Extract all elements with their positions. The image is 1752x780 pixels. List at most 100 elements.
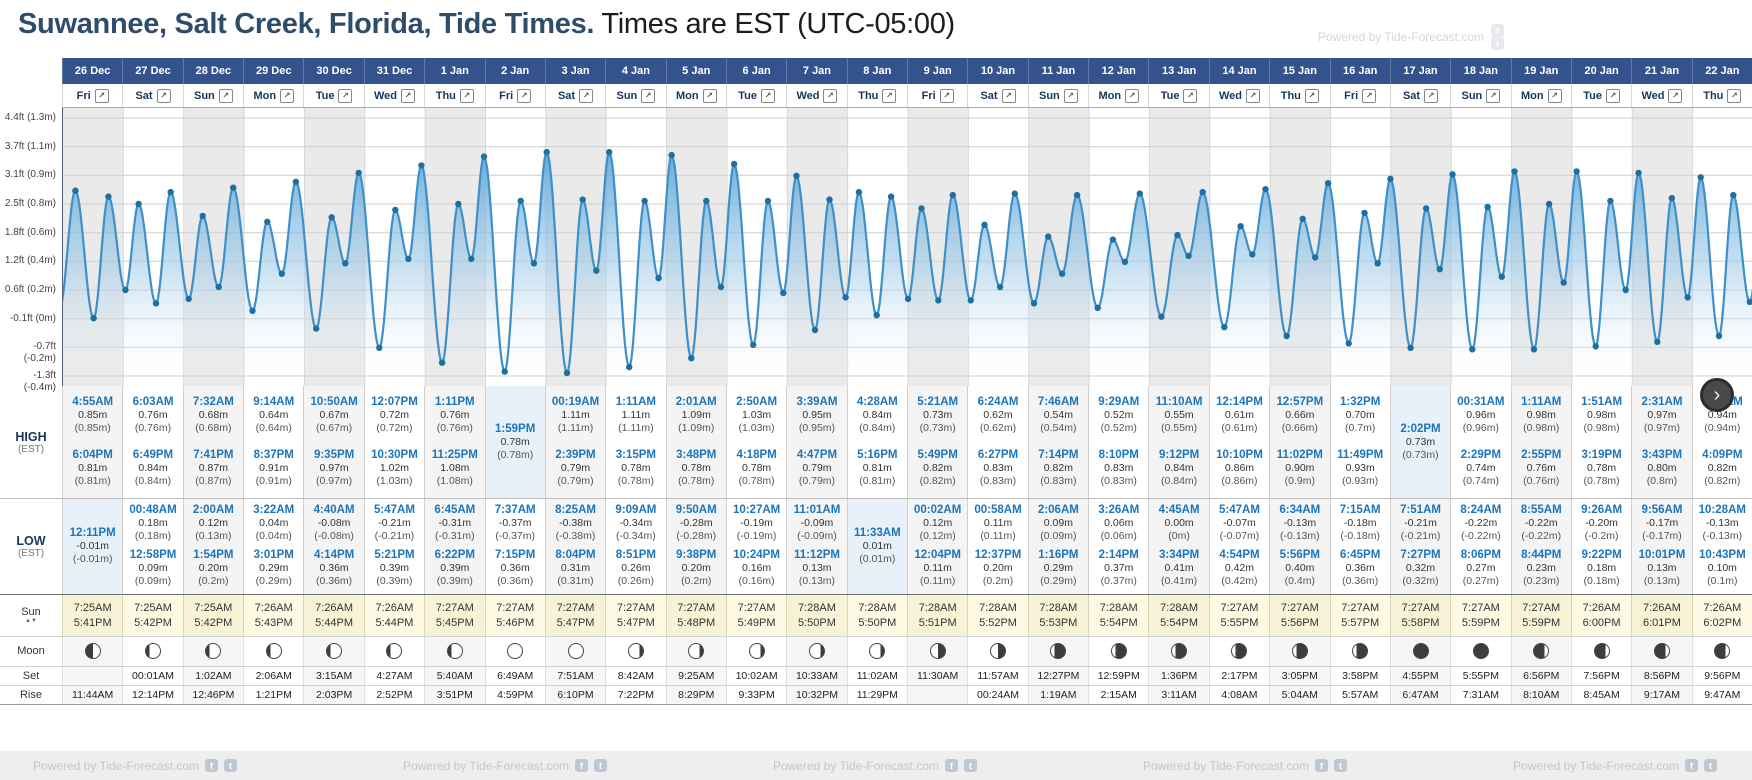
expand-day-button[interactable]: ↗: [1362, 88, 1377, 103]
expand-day-button[interactable]: ↗: [1063, 88, 1078, 103]
expand-day-button[interactable]: ↗: [1727, 88, 1742, 103]
low-tide-cell: 10:27AM -0.19m (-0.19m) 10:24PM 0.16m (0.16m): [725, 498, 787, 594]
expand-day-button[interactable]: ↗: [1486, 88, 1501, 103]
moonrise-cell: 9:17AM: [1631, 685, 1692, 704]
moon-row: [62, 636, 1752, 666]
weekday-label: Mon: [1520, 89, 1544, 102]
date-cell: 31 Dec: [363, 58, 424, 84]
date-cell: 27 Dec: [122, 58, 182, 84]
moonset-cell: 9:56PM: [1691, 666, 1752, 685]
tide-height: 0.32m: [1405, 562, 1436, 574]
low-tide-entry: 00:02AM 0.12m (0.12m): [914, 504, 961, 543]
low-tide-cell: 11:33AM 0.01m (0.01m): [846, 498, 907, 594]
tide-extreme-point: [264, 218, 271, 225]
high-tide-cell: 3:39AM 0.95m (0.95m) 4:47PM 0.79m (0.79m): [786, 386, 847, 498]
expand-day-button[interactable]: ↗: [94, 88, 109, 103]
tide-height-alt: (-0.13m): [1279, 530, 1320, 542]
moonset-cell: 1:36PM: [1148, 666, 1209, 685]
low-tide-entry: 7:37AM -0.37m (-0.37m): [495, 504, 536, 543]
moonset-row-label: Set: [0, 666, 62, 685]
tide-time: 7:46AM: [1037, 396, 1079, 408]
expand-day-button[interactable]: ↗: [823, 88, 838, 103]
tide-height: 0.78m: [681, 462, 711, 474]
scroll-right-button[interactable]: ›: [1700, 378, 1734, 412]
expand-day-button[interactable]: ↗: [760, 88, 775, 103]
tide-extreme-point: [1312, 254, 1319, 261]
tide-time: 11:33AM: [853, 526, 901, 539]
divider: [0, 704, 1752, 705]
tide-extreme-point: [1449, 171, 1456, 178]
expand-day-button[interactable]: ↗: [1424, 88, 1439, 103]
tide-extreme-point: [1058, 270, 1066, 277]
tide-extreme-point: [1498, 273, 1506, 280]
low-tide-cell: 00:02AM 0.12m (0.12m) 12:04PM 0.11m (0.11m): [907, 498, 968, 594]
tide-height: 1.02m: [379, 462, 410, 474]
moon-cell: [544, 636, 606, 666]
tide-time: 9:26AM: [1581, 504, 1623, 516]
weekday-cell: Sun ↗: [1450, 84, 1510, 107]
expand-day-button[interactable]: ↗: [338, 88, 353, 103]
weekday-label: Sat: [135, 89, 153, 102]
tide-height: 0.13m: [1647, 562, 1677, 574]
tide-height: 0.78m: [500, 435, 530, 448]
expand-day-button[interactable]: ↗: [882, 88, 897, 103]
moon-phase-icon-waning-gibbous: [808, 643, 825, 659]
sunset-time: 5:51PM: [918, 616, 957, 629]
moonset-cell: 7:51AM: [544, 666, 606, 685]
tide-height-alt: (1.11m): [557, 422, 594, 434]
sunrise-time: 7:26AM: [254, 601, 293, 614]
high-tide-entry: 9:29AM 0.52m (0.52m): [1098, 396, 1139, 435]
expand-day-button[interactable]: ↗: [400, 88, 415, 103]
expand-day-button[interactable]: ↗: [1668, 88, 1683, 103]
moon-phase-icon-waning-crescent: [1171, 643, 1188, 659]
moonset-cell: 12:27PM: [1027, 666, 1089, 685]
tide-height-alt: (-0.18m): [1340, 530, 1381, 542]
tide-height: 0.00m: [1164, 517, 1194, 529]
expand-day-button[interactable]: ↗: [459, 88, 474, 103]
sun-cell: 7:27AM 5:49PM: [725, 594, 787, 636]
moonrise-cell: 3:51PM: [424, 685, 485, 704]
high-tide-entry: 2:39PM 0.79m (0.79m): [555, 449, 595, 488]
low-tide-entry: 6:34AM -0.13m (-0.13m): [1279, 504, 1320, 543]
moonrise-row: 11:44AM 12:14PM 12:46PM 1:21PM 2:03PM 2:52PM 3…: [62, 685, 1752, 704]
expand-day-button[interactable]: ↗: [1245, 88, 1260, 103]
expand-day-button[interactable]: ↗: [641, 88, 656, 103]
tide-height: 0.36m: [1345, 562, 1375, 574]
expand-day-button[interactable]: ↗: [1547, 88, 1562, 103]
tide-height: 0.84m: [1164, 462, 1194, 474]
tide-extreme-point: [904, 295, 912, 303]
expand-day-button[interactable]: ↗: [218, 88, 233, 103]
expand-day-button[interactable]: ↗: [280, 88, 295, 103]
expand-day-button[interactable]: ↗: [579, 88, 594, 103]
low-tide-entry: 10:01PM 0.13m (0.13m): [1639, 549, 1686, 588]
sun-cell: 7:28AM 5:50PM: [846, 594, 907, 636]
tide-extreme-point: [376, 344, 383, 351]
tide-time: 11:01AM: [793, 504, 841, 516]
expand-day-button[interactable]: ↗: [939, 88, 954, 103]
tide-time: 2:00AM: [192, 504, 234, 516]
expand-day-button[interactable]: ↗: [1125, 88, 1140, 103]
tide-extreme-point: [1436, 266, 1444, 273]
moon-cell: [303, 636, 364, 666]
date-cell: 11 Jan: [1027, 58, 1088, 84]
moonset-cell: 10:02AM: [725, 666, 787, 685]
weekday-label: Fri: [1344, 89, 1359, 102]
expand-day-button[interactable]: ↗: [1183, 88, 1198, 103]
tide-height-alt: (0.4m): [1284, 575, 1315, 587]
low-tide-entry: 00:58AM 0.11m (0.11m): [974, 504, 1021, 543]
tide-time: 6:22PM: [434, 549, 475, 561]
expand-day-button[interactable]: ↗: [702, 88, 717, 103]
high-tide-entry: 4:18PM 0.78m (0.78m): [736, 449, 776, 488]
expand-day-button[interactable]: ↗: [156, 88, 171, 103]
tide-height-alt: (0.87m): [195, 475, 232, 487]
date-cell: 17 Jan: [1389, 58, 1450, 84]
expand-day-button[interactable]: ↗: [1304, 88, 1319, 103]
tide-time: 7:37AM: [494, 504, 536, 516]
tide-extreme-point: [1654, 338, 1661, 346]
moonset-cell: 2:06AM: [243, 666, 304, 685]
tide-extreme-point: [1299, 215, 1306, 222]
expand-day-button[interactable]: ↗: [1605, 88, 1620, 103]
expand-day-button[interactable]: ↗: [1001, 88, 1016, 103]
high-tide-entry: 1:11AM 1.11m (1.11m): [616, 396, 656, 435]
expand-day-button[interactable]: ↗: [517, 88, 532, 103]
